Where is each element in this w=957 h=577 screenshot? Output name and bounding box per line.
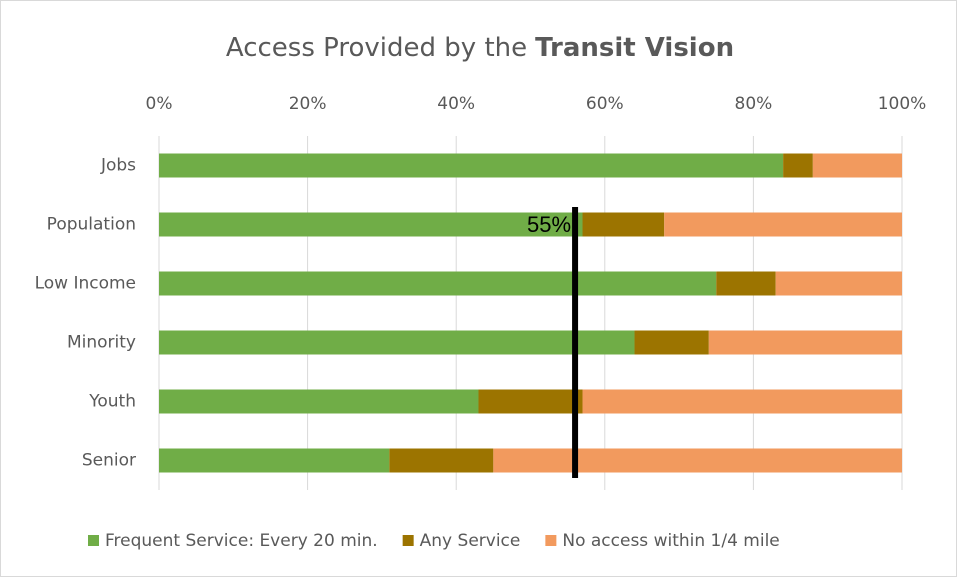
x-tick-label: 20% bbox=[289, 94, 327, 114]
x-tick-label: 0% bbox=[146, 94, 173, 114]
bar-segment bbox=[812, 153, 902, 178]
x-tick-label: 80% bbox=[735, 94, 773, 114]
legend: Frequent Service: Every 20 min. Any Servi… bbox=[88, 531, 780, 551]
legend-swatch bbox=[402, 535, 414, 546]
x-tick-label: 40% bbox=[437, 94, 475, 114]
bar-segment bbox=[582, 212, 665, 237]
y-tick-label: Senior bbox=[82, 451, 136, 471]
bar-segment bbox=[159, 271, 717, 296]
y-tick-label: Population bbox=[47, 215, 136, 235]
chart-title: Access Provided by the Transit Vision bbox=[226, 33, 734, 63]
y-tick-label: Minority bbox=[67, 333, 136, 353]
bar-segment bbox=[159, 153, 784, 178]
bar-segment bbox=[582, 389, 902, 414]
bar-segment bbox=[159, 448, 390, 473]
bar-segment bbox=[389, 448, 494, 473]
bar-segment bbox=[159, 330, 635, 355]
bar-segment bbox=[783, 153, 813, 178]
legend-swatch bbox=[545, 535, 557, 546]
bar-segment bbox=[664, 212, 902, 237]
y-tick-label: Low Income bbox=[35, 274, 136, 294]
bar-segment bbox=[478, 389, 583, 414]
bar-segment bbox=[716, 271, 776, 296]
x-tick-label: 100% bbox=[878, 94, 927, 114]
legend-label: No access within 1/4 mile bbox=[562, 531, 779, 551]
annotation-label: 55% bbox=[527, 212, 571, 237]
bar-segment bbox=[159, 389, 479, 414]
bar-segment bbox=[775, 271, 902, 296]
title-main: Access Provided by the bbox=[226, 33, 527, 63]
bar-segment bbox=[493, 448, 902, 473]
y-tick-label: Youth bbox=[88, 392, 136, 412]
y-tick-label: Jobs bbox=[100, 156, 136, 176]
bar-segment bbox=[634, 330, 709, 355]
bar-segment bbox=[708, 330, 902, 355]
title-emphasis: Transit Vision bbox=[535, 33, 734, 63]
legend-label: Frequent Service: Every 20 min. bbox=[105, 531, 378, 551]
bar-segment bbox=[159, 212, 583, 237]
legend-label: Any Service bbox=[420, 531, 521, 551]
legend-swatch bbox=[88, 535, 99, 546]
x-tick-label: 60% bbox=[586, 94, 624, 114]
